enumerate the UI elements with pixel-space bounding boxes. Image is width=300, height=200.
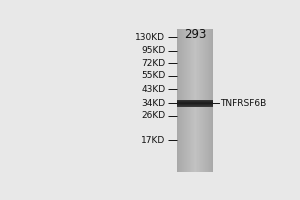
Bar (178, 29, 179, 172)
Bar (186, 29, 187, 172)
Bar (191, 29, 192, 172)
Bar (177, 101, 213, 102)
Bar (202, 29, 203, 172)
Text: 34KD: 34KD (141, 99, 165, 108)
Text: 26KD: 26KD (141, 111, 165, 120)
Bar (184, 29, 185, 172)
Bar (204, 29, 205, 172)
Bar (201, 29, 202, 172)
Bar (177, 29, 178, 172)
Bar (180, 29, 181, 172)
Bar (181, 29, 182, 172)
Bar (185, 29, 186, 172)
Bar (210, 29, 211, 172)
Bar (189, 29, 190, 172)
Bar (200, 29, 201, 172)
Bar (177, 100, 213, 101)
Bar (212, 29, 213, 172)
Bar (193, 29, 194, 172)
Bar (177, 104, 213, 105)
Bar (197, 29, 198, 172)
Bar (182, 29, 183, 172)
Bar (177, 106, 213, 107)
Bar (198, 29, 199, 172)
Text: 17KD: 17KD (141, 136, 165, 145)
Bar (188, 29, 189, 172)
Bar (203, 29, 204, 172)
Text: TNFRSF6B: TNFRSF6B (220, 99, 266, 108)
Text: 43KD: 43KD (141, 85, 165, 94)
Text: 130KD: 130KD (135, 33, 165, 42)
Bar (183, 29, 184, 172)
Bar (194, 29, 195, 172)
Bar (195, 29, 196, 172)
Bar (179, 29, 180, 172)
Bar (209, 29, 210, 172)
Text: 293: 293 (184, 28, 206, 41)
Bar (187, 29, 188, 172)
Bar (207, 29, 208, 172)
Bar (192, 29, 193, 172)
Text: 55KD: 55KD (141, 71, 165, 80)
Bar (190, 29, 191, 172)
Bar (177, 102, 213, 103)
Bar (177, 105, 213, 106)
Bar (196, 29, 197, 172)
Text: 72KD: 72KD (141, 59, 165, 68)
Bar (208, 29, 209, 172)
Bar (211, 29, 212, 172)
Bar (177, 103, 213, 104)
Text: 95KD: 95KD (141, 46, 165, 55)
Bar (199, 29, 200, 172)
Bar (205, 29, 206, 172)
Bar (206, 29, 207, 172)
